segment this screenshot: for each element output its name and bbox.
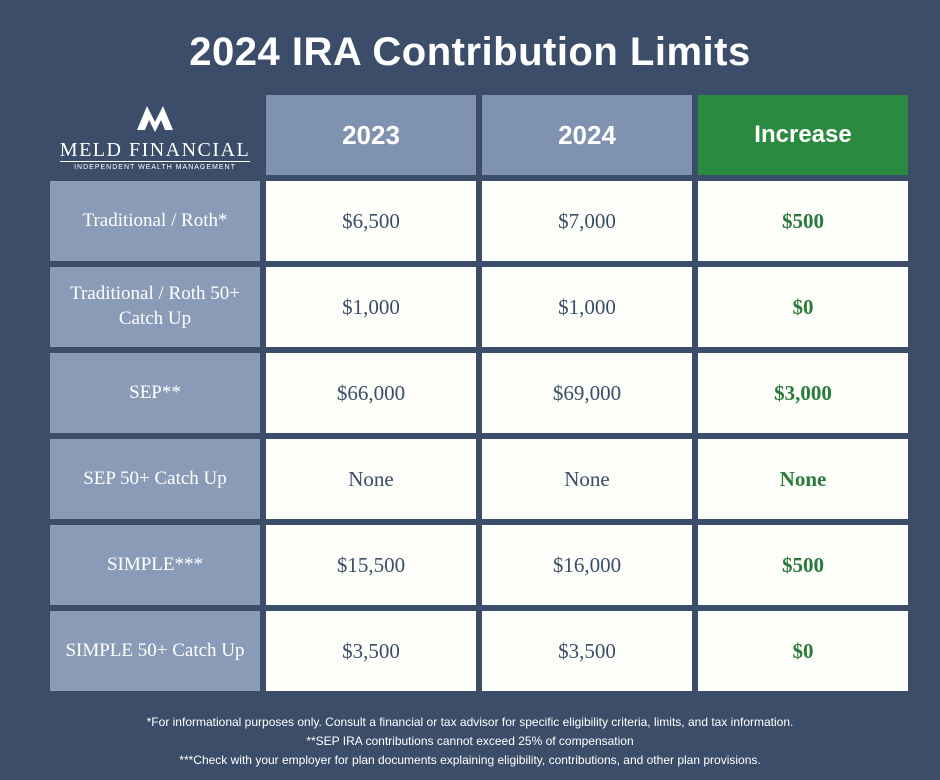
logo-icon [133, 102, 177, 138]
row-label: Traditional / Roth 50+ Catch Up [50, 267, 260, 347]
cell-2023: $6,500 [266, 181, 476, 261]
page-container: 2024 IRA Contribution Limits MELD FINANC… [0, 0, 940, 780]
logo-main-text: MELD FINANCIAL [60, 140, 250, 162]
footnote-3: ***Check with your employer for plan doc… [50, 751, 890, 770]
cell-increase: $0 [698, 267, 908, 347]
cell-increase: None [698, 439, 908, 519]
row-label: SIMPLE*** [50, 525, 260, 605]
cell-2023: $1,000 [266, 267, 476, 347]
cell-2023: $3,500 [266, 611, 476, 691]
page-title: 2024 IRA Contribution Limits [50, 30, 890, 75]
cell-2024: $7,000 [482, 181, 692, 261]
header-increase: Increase [698, 95, 908, 175]
contribution-table: MELD FINANCIAL INDEPENDENT WEALTH MANAGE… [50, 95, 890, 691]
cell-increase: $0 [698, 611, 908, 691]
logo-cell: MELD FINANCIAL INDEPENDENT WEALTH MANAGE… [50, 95, 260, 175]
header-2023: 2023 [266, 95, 476, 175]
row-label: SEP 50+ Catch Up [50, 439, 260, 519]
cell-increase: $3,000 [698, 353, 908, 433]
cell-2024: $69,000 [482, 353, 692, 433]
cell-2024: $3,500 [482, 611, 692, 691]
footnote-1: *For informational purposes only. Consul… [50, 713, 890, 732]
cell-2023: $15,500 [266, 525, 476, 605]
footnote-2: **SEP IRA contributions cannot exceed 25… [50, 732, 890, 751]
logo-sub-text: INDEPENDENT WEALTH MANAGEMENT [74, 164, 236, 171]
cell-2024: $16,000 [482, 525, 692, 605]
row-label: Traditional / Roth* [50, 181, 260, 261]
cell-2024: None [482, 439, 692, 519]
cell-increase: $500 [698, 525, 908, 605]
cell-2023: $66,000 [266, 353, 476, 433]
header-2024: 2024 [482, 95, 692, 175]
row-label: SIMPLE 50+ Catch Up [50, 611, 260, 691]
cell-increase: $500 [698, 181, 908, 261]
cell-2024: $1,000 [482, 267, 692, 347]
cell-2023: None [266, 439, 476, 519]
footnotes: *For informational purposes only. Consul… [50, 713, 890, 771]
row-label: SEP** [50, 353, 260, 433]
